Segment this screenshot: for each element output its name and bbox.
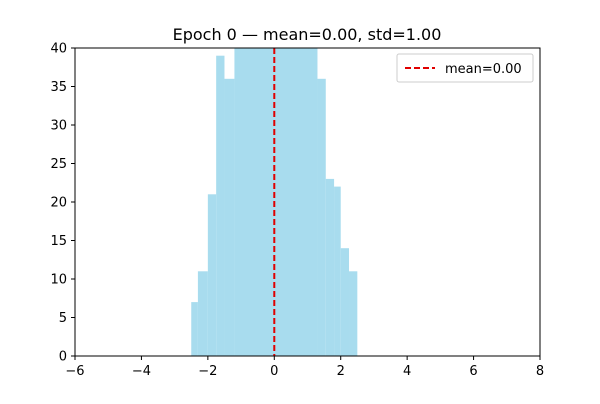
y-tick-label: 20 [50, 196, 67, 211]
histogram-bar [234, 48, 318, 356]
histogram-bar [207, 194, 217, 356]
x-tick-label: 0 [270, 364, 278, 379]
x-tick-label: 6 [469, 364, 477, 379]
x-tick-label: −6 [65, 364, 84, 379]
histogram-bar [317, 78, 326, 357]
y-axis-ticks: 0 5 10 15 20 25 30 35 40 [50, 42, 75, 365]
histogram-bar [334, 186, 341, 356]
x-tick-label: 4 [403, 364, 411, 379]
x-tick-label: −2 [198, 364, 217, 379]
histogram-bar [216, 55, 225, 356]
legend: mean=0.00 [396, 53, 534, 83]
y-tick-label: 10 [50, 273, 67, 288]
y-tick-label: 0 [59, 350, 67, 365]
legend-mean-label: mean=0.00 [445, 62, 522, 77]
y-tick-label: 35 [50, 80, 67, 95]
legend-box [396, 53, 534, 83]
histogram-bar [349, 271, 358, 356]
x-axis-ticks: −6 −4 −2 0 2 4 6 8 [65, 356, 544, 379]
y-tick-label: 40 [50, 42, 67, 57]
x-tick-label: −4 [132, 364, 151, 379]
y-tick-label: 15 [50, 234, 67, 249]
x-tick-label: 8 [536, 364, 544, 379]
histogram-bar [191, 302, 198, 356]
histogram-bar [325, 178, 335, 356]
histogram-bar [224, 78, 235, 357]
x-tick-label: 2 [337, 364, 345, 379]
chart-title: Epoch 0 — mean=0.00, std=1.00 [173, 25, 442, 44]
histogram-bar [340, 248, 350, 356]
y-tick-label: 5 [59, 311, 67, 326]
histogram-bars [191, 48, 358, 357]
histogram-bar [197, 271, 208, 356]
y-tick-label: 30 [50, 119, 67, 134]
y-tick-label: 25 [50, 157, 67, 172]
